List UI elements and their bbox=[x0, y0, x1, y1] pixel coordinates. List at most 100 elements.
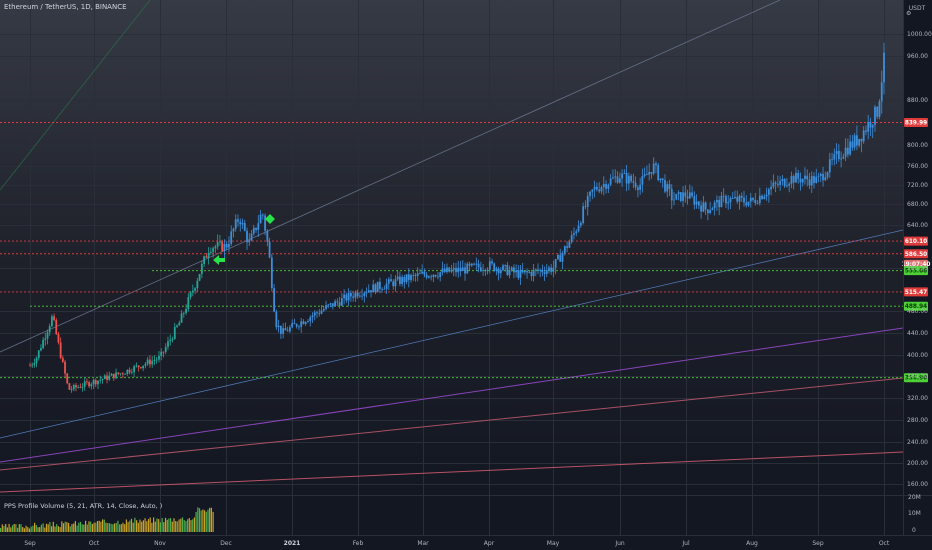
candle-body bbox=[632, 181, 635, 183]
price-tick-label: 640.00 bbox=[907, 222, 928, 229]
candle-body bbox=[164, 346, 167, 352]
volume-bar bbox=[181, 517, 184, 532]
candle-body bbox=[61, 357, 64, 362]
candle-body bbox=[878, 101, 881, 117]
volume-bar bbox=[93, 522, 95, 532]
candle-body bbox=[394, 279, 397, 287]
trend-line bbox=[0, 327, 904, 463]
candle-body bbox=[255, 227, 257, 230]
candle-body bbox=[600, 187, 603, 192]
candle-body bbox=[593, 186, 596, 190]
currency-label: USDT bbox=[909, 5, 926, 12]
candle-body bbox=[499, 270, 502, 274]
candle-body bbox=[495, 268, 498, 271]
volume-bar bbox=[76, 525, 78, 532]
candle-body bbox=[372, 284, 375, 293]
candle-body bbox=[860, 138, 863, 142]
candle-body bbox=[46, 332, 49, 339]
candle-body bbox=[374, 284, 377, 293]
candle-body bbox=[731, 198, 734, 199]
candle-body bbox=[810, 176, 813, 186]
candle-body bbox=[548, 267, 550, 271]
candle-body bbox=[589, 191, 591, 196]
candle-body bbox=[756, 202, 759, 204]
candle-body bbox=[135, 365, 138, 367]
candle-body bbox=[517, 270, 520, 278]
candle-body bbox=[291, 323, 294, 328]
candle-body bbox=[112, 373, 115, 379]
candle-body bbox=[770, 186, 773, 190]
candle-body bbox=[573, 233, 575, 235]
candle-body bbox=[94, 380, 97, 385]
candle-body bbox=[684, 192, 687, 197]
axis-menu-icon[interactable]: ⚙ bbox=[906, 10, 911, 17]
volume-bar bbox=[34, 522, 36, 532]
candle-body bbox=[792, 175, 795, 183]
candle-body bbox=[234, 219, 237, 229]
candle-body bbox=[716, 199, 718, 203]
candle-body bbox=[354, 292, 357, 298]
candle-body bbox=[68, 383, 71, 390]
candle-body bbox=[59, 342, 62, 358]
candle-body bbox=[390, 279, 392, 282]
candle-body bbox=[331, 303, 334, 307]
candle-body bbox=[591, 189, 594, 192]
candle-body bbox=[286, 330, 289, 332]
candle-body bbox=[167, 341, 169, 347]
candle-body bbox=[64, 361, 66, 374]
candle-body bbox=[259, 214, 262, 224]
level-tag bbox=[904, 287, 928, 297]
volume-bar bbox=[100, 521, 102, 532]
candle-body bbox=[652, 163, 655, 174]
candle-body bbox=[668, 184, 671, 189]
volume-bar bbox=[86, 524, 88, 532]
candle-body bbox=[225, 243, 228, 248]
candle-body bbox=[327, 304, 330, 306]
price-axis[interactable]: 1000.00 960.00 880.00 800.00 760.00 720.00 680… bbox=[907, 31, 932, 488]
candle-body bbox=[650, 172, 653, 174]
candle-body bbox=[493, 263, 496, 271]
candle-body bbox=[196, 280, 199, 289]
candle-body bbox=[117, 372, 120, 375]
candle-body bbox=[40, 348, 42, 351]
volume-bar bbox=[83, 524, 85, 532]
candle-body bbox=[561, 253, 564, 262]
volume-bar bbox=[129, 520, 131, 532]
candle-body bbox=[528, 272, 531, 273]
candle-body bbox=[643, 174, 646, 176]
volume-bar bbox=[54, 526, 56, 532]
volume-bar bbox=[188, 518, 190, 532]
volume-bar bbox=[207, 509, 209, 532]
time-axis[interactable]: Sep Oct Nov Dec 2021 Feb Mar Apr May Jun Jul Aug Sep… bbox=[24, 540, 889, 547]
volume-bar bbox=[85, 520, 87, 532]
volume-bar bbox=[95, 522, 97, 532]
candle-body bbox=[767, 189, 770, 195]
price-tick-label: 680.00 bbox=[907, 201, 928, 208]
volume-bar bbox=[52, 521, 54, 532]
volume-bar bbox=[107, 523, 109, 532]
volume-bar bbox=[17, 527, 19, 532]
candle-body bbox=[851, 141, 854, 148]
volume-bar bbox=[195, 511, 197, 532]
price-tick-label: 880.00 bbox=[907, 97, 928, 104]
candle-body bbox=[761, 195, 763, 199]
candle-body bbox=[824, 177, 827, 181]
candle-body bbox=[639, 184, 642, 190]
candle-body bbox=[48, 326, 51, 333]
volume-bar bbox=[88, 521, 90, 532]
candle-body bbox=[869, 122, 872, 128]
candle-body bbox=[434, 274, 437, 277]
volume-bar bbox=[153, 517, 155, 532]
candle-body bbox=[198, 274, 201, 281]
candle-body bbox=[72, 385, 75, 390]
volume-bar bbox=[56, 524, 58, 532]
candle-body bbox=[688, 192, 691, 199]
candle-body bbox=[448, 267, 451, 272]
candle-body bbox=[614, 176, 617, 178]
candle-body bbox=[738, 195, 741, 202]
candle-body bbox=[734, 196, 736, 199]
candle-body bbox=[176, 325, 178, 327]
candle-body bbox=[298, 326, 300, 328]
